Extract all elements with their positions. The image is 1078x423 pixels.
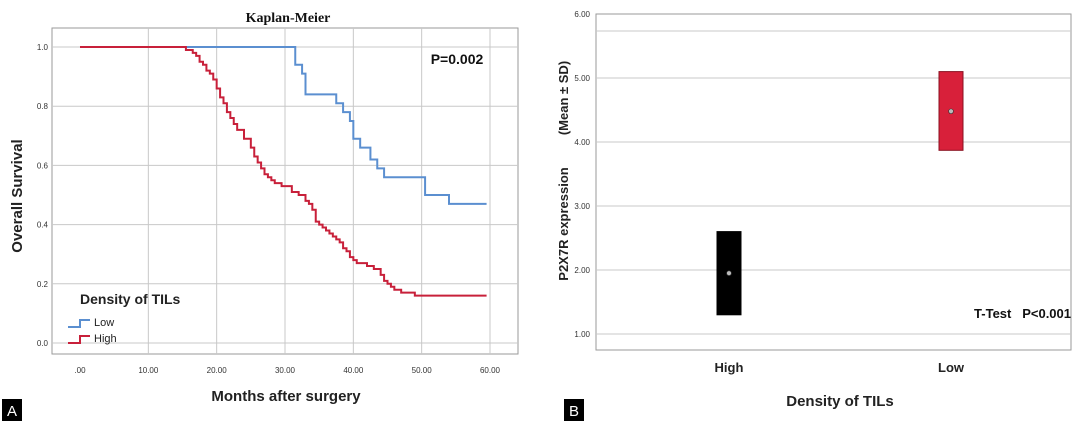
expr-gridlines <box>596 30 1071 335</box>
km-y-tick-labels: 0.0 0.2 0.4 0.6 0.8 1.0 <box>37 43 49 348</box>
expression-panel: 1.00 2.00 3.00 4.00 5.00 6.00 High Low T-Test… <box>556 10 1072 421</box>
expr-y-tick-label: 4.00 <box>574 138 590 147</box>
t-test-annotation: T-Test P<0.001 <box>974 306 1071 321</box>
km-y-axis-title: Overall Survival <box>9 139 26 252</box>
panel-a-badge <box>2 399 22 421</box>
expr-y-tick-label: 2.00 <box>574 266 590 275</box>
km-y-tick-label: 1.0 <box>37 43 49 52</box>
km-x-tick-label: .00 <box>74 366 86 375</box>
km-survival-curve-high <box>80 46 487 297</box>
km-y-tick-label: 0.0 <box>37 339 49 348</box>
legend-high-label: High <box>94 333 117 345</box>
mean-marker-high <box>726 270 732 276</box>
km-y-tick-label: 0.4 <box>37 221 49 230</box>
km-x-tick-label: 60.00 <box>480 366 501 375</box>
km-title: Kaplan-Meier <box>246 11 331 26</box>
km-x-tick-label: 30.00 <box>275 366 296 375</box>
kaplan-meier-panel: Kaplan-Meier 0.0 0.2 0.4 0.6 0.8 1.0 .00 10.00… <box>2 11 519 421</box>
expr-y-tick-label: 1.00 <box>574 330 590 339</box>
panel-b-badge <box>564 399 584 421</box>
km-x-tick-labels: .00 10.00 20.00 30.00 40.00 50.00 60.00 <box>74 366 500 375</box>
km-x-tick-label: 10.00 <box>138 366 159 375</box>
km-x-tick-label: 20.00 <box>207 366 228 375</box>
panel-a-label: A <box>7 403 17 420</box>
sd-box-high <box>716 231 742 316</box>
km-y-tick-label: 0.2 <box>37 280 49 289</box>
km-survival-curve-low <box>80 46 487 205</box>
km-y-tick-label: 0.8 <box>37 102 49 111</box>
expr-y-axis-subtitle: (Mean ± SD) <box>556 61 571 135</box>
expr-y-tick-label: 3.00 <box>574 202 590 211</box>
km-series <box>80 46 487 297</box>
km-x-tick-label: 50.00 <box>412 366 433 375</box>
expr-y-tick-label: 6.00 <box>574 10 590 19</box>
expr-x-axis-title: Density of TILs <box>786 393 894 410</box>
expr-plot-frame <box>595 13 1072 351</box>
km-legend-title: Density of TILs <box>80 291 181 307</box>
expr-y-axis-title: P2X7R expression <box>556 167 571 281</box>
km-y-tick-label: 0.6 <box>37 161 49 170</box>
category-high-label: High <box>715 360 744 375</box>
expr-y-tick-label: 5.00 <box>574 74 590 83</box>
legend-low-label: Low <box>94 317 114 329</box>
legend-low-swatch <box>68 319 90 328</box>
km-p-value: P=0.002 <box>431 51 484 67</box>
legend-high-swatch <box>68 335 90 344</box>
category-low-label: Low <box>938 360 965 375</box>
expr-boxes <box>716 71 964 316</box>
panel-b-label: B <box>569 403 579 420</box>
mean-marker-low <box>948 108 954 114</box>
km-x-tick-label: 40.00 <box>343 366 364 375</box>
km-x-axis-title: Months after surgery <box>211 388 361 405</box>
expr-y-tick-labels: 1.00 2.00 3.00 4.00 5.00 6.00 <box>574 10 590 339</box>
